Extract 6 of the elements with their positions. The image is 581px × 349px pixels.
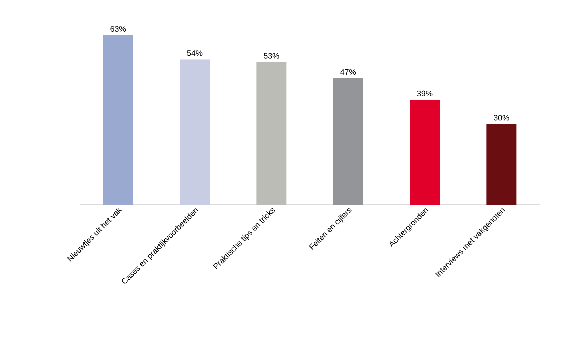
bar	[103, 36, 134, 205]
bar	[180, 60, 210, 205]
bar	[486, 124, 517, 205]
bar	[333, 78, 364, 205]
bar	[256, 62, 287, 205]
bar	[410, 100, 440, 205]
